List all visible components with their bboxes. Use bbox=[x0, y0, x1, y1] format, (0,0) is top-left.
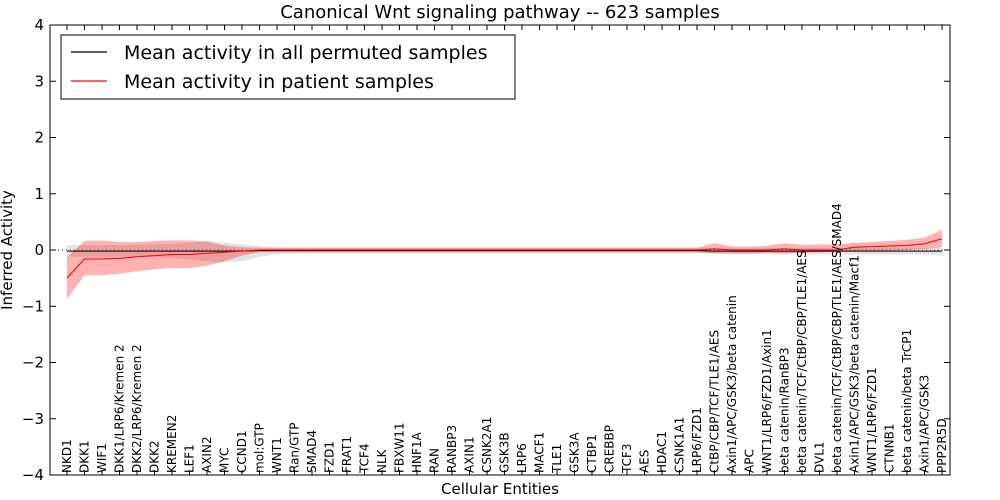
legend-box bbox=[60, 34, 516, 100]
x-category-label: DVL1 bbox=[813, 441, 827, 473]
x-category-label: APC bbox=[743, 449, 757, 473]
x-category-label: FRAT1 bbox=[340, 436, 354, 473]
series-1-line bbox=[66, 238, 943, 279]
x-category-label: LRP6/FZD1 bbox=[690, 407, 704, 473]
x-category-label: KREMEN2 bbox=[165, 415, 179, 473]
x-category-label: CREBBP bbox=[603, 425, 617, 473]
x-category-label: mol:GTP bbox=[253, 423, 267, 473]
x-category-label: beta catenin/beta TrCP1 bbox=[900, 329, 914, 473]
x-category-label: beta catenin/TCF/CtBP/CBP/TLE1/AES bbox=[795, 250, 809, 473]
x-category-label: DKK1/LRP6/Kremen 2 bbox=[113, 344, 127, 473]
x-category-label: DKK2/LRP6/Kremen 2 bbox=[130, 344, 144, 473]
y-tick-label: −2 bbox=[22, 354, 44, 372]
y-tick-label: 0 bbox=[34, 241, 44, 259]
x-category-label: CtBP/CBP/TCF/TLE1/AES bbox=[708, 330, 722, 473]
x-category-label: Ran/GTP bbox=[288, 422, 302, 473]
x-category-label: TCF4 bbox=[358, 443, 372, 474]
x-category-label: TCF3 bbox=[620, 443, 634, 474]
series-0-line bbox=[67, 250, 942, 252]
x-category-label: PPP2R5D bbox=[935, 418, 949, 473]
x-category-label: HDAC1 bbox=[655, 431, 669, 473]
y-tick-label: 2 bbox=[34, 129, 44, 147]
y-tick-label: 4 bbox=[34, 16, 44, 34]
x-category-label: AES bbox=[638, 450, 652, 473]
x-category-label: WNT1/LRP6/FZD1/Axin1 bbox=[760, 329, 774, 473]
x-category-label: DKK1 bbox=[78, 440, 92, 473]
y-tick-label: −3 bbox=[22, 410, 44, 428]
y-axis-title: Inferred Activity bbox=[0, 190, 16, 310]
x-category-label: CSNK1A1 bbox=[673, 417, 687, 473]
series-1-band bbox=[67, 229, 942, 299]
series-0-band bbox=[67, 241, 942, 263]
legend: Mean activity in all permuted samples Mea… bbox=[60, 34, 516, 100]
x-category-label: RANBP3 bbox=[445, 425, 459, 473]
x-category-label: AXIN2 bbox=[200, 436, 214, 473]
x-category-label: GSK3A bbox=[568, 432, 582, 473]
x-category-label: MACF1 bbox=[533, 432, 547, 473]
x-category-label: WNT1 bbox=[270, 437, 284, 473]
y-tick-label: 1 bbox=[34, 185, 44, 203]
x-category-label: AXIN1 bbox=[463, 436, 477, 473]
x-category-label: beta catenin/TCF/CtBP/CBP/TLE1/AES/SMAD4 bbox=[830, 203, 844, 473]
x-category-label: CTBP1 bbox=[585, 434, 599, 473]
x-category-label: SMAD4 bbox=[305, 430, 319, 473]
x-category-label: CCND1 bbox=[235, 430, 249, 473]
legend-label-1: Mean activity in patient samples bbox=[124, 71, 434, 93]
x-category-label: DKK2 bbox=[148, 440, 162, 473]
y-tick-label: 3 bbox=[34, 72, 44, 90]
x-category-label: FZD1 bbox=[323, 441, 337, 473]
x-category-label: GSK3B bbox=[498, 432, 512, 473]
x-category-label: FBXW11 bbox=[393, 423, 407, 474]
y-tick-label: −4 bbox=[22, 466, 44, 484]
x-category-label: LEF1 bbox=[183, 444, 197, 473]
x-category-label: beta catenin/RanBP3 bbox=[778, 347, 792, 473]
legend-label-0: Mean activity in all permuted samples bbox=[124, 42, 487, 64]
x-category-label: NKD1 bbox=[60, 439, 74, 473]
x-category-label: Axin1/APC/GSK3 bbox=[918, 375, 932, 473]
x-axis-title: Cellular Entities bbox=[441, 480, 559, 498]
x-category-label: LRP6 bbox=[515, 443, 529, 473]
x-category-label: RAN bbox=[428, 448, 442, 473]
x-category-label: CSNK2A1 bbox=[480, 417, 494, 473]
x-category-label: HNF1A bbox=[410, 431, 424, 473]
x-category-label: Axin1/APC/GSK3/beta catenin/Macf1 bbox=[848, 255, 862, 473]
x-category-label: NLK bbox=[375, 448, 389, 473]
x-category-label: WIF1 bbox=[95, 443, 109, 473]
x-category-label: MYC bbox=[218, 448, 232, 473]
x-category-label: CTNNB1 bbox=[883, 423, 897, 473]
chart-title: Canonical Wnt signaling pathway -- 623 s… bbox=[280, 2, 720, 23]
x-category-label: WNT1/LRP6/FZD1 bbox=[865, 367, 879, 473]
x-category-label: Axin1/APC/GSK3/beta catenin bbox=[725, 295, 739, 473]
x-category-label: TLE1 bbox=[550, 444, 564, 474]
plot-area: −4 −3 −2 −1 0 1 2 3 4 NKD1 DKK1 WIF1 DKK1/LRP6/Kreme… bbox=[22, 16, 951, 484]
y-tick-label: −1 bbox=[22, 297, 44, 315]
